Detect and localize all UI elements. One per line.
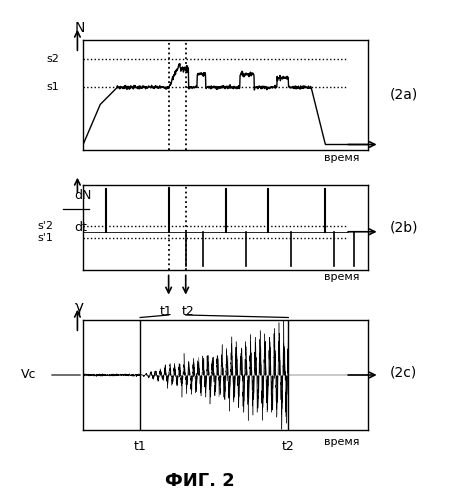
Text: s2: s2 — [46, 54, 59, 64]
Text: N: N — [75, 22, 85, 36]
Text: время: время — [324, 272, 360, 282]
Text: t2: t2 — [182, 305, 194, 318]
Text: t1: t1 — [134, 440, 146, 453]
Text: (2a): (2a) — [390, 88, 418, 102]
Text: dt: dt — [75, 220, 87, 234]
Text: время: время — [324, 438, 360, 448]
Text: γ: γ — [75, 300, 84, 316]
Text: ФИГ. 2: ФИГ. 2 — [165, 472, 234, 490]
Text: t1: t1 — [160, 305, 172, 318]
Text: (2b): (2b) — [390, 220, 418, 234]
Text: Vc: Vc — [20, 368, 36, 382]
Text: время: время — [324, 153, 360, 163]
Text: s1: s1 — [46, 82, 59, 92]
Text: t2: t2 — [282, 440, 294, 453]
Text: s'2: s'2 — [38, 221, 54, 231]
Text: s'1: s'1 — [38, 232, 53, 242]
Text: (2c): (2c) — [390, 366, 417, 380]
Text: dN: dN — [75, 189, 92, 202]
